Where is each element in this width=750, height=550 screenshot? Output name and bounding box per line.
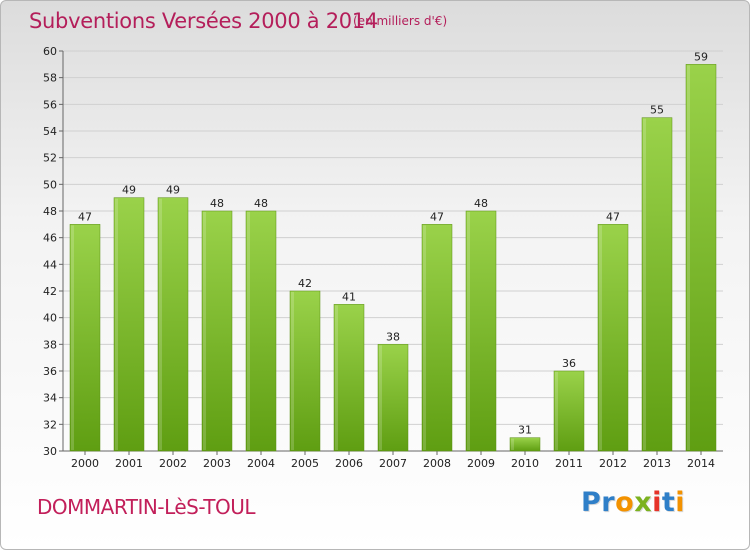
y-tick-label: 56 — [43, 98, 57, 111]
proxiti-logo[interactable]: Proxiti — [581, 487, 685, 518]
data-label: 49 — [122, 184, 136, 197]
y-tick-label: 52 — [43, 152, 57, 165]
bar-highlight — [247, 212, 250, 450]
x-tick-label: 2006 — [335, 457, 363, 470]
logo-letter: i — [652, 487, 662, 518]
bar — [289, 290, 321, 452]
data-label: 48 — [474, 197, 488, 210]
y-tick-label: 58 — [43, 72, 57, 85]
x-tick-label: 2003 — [203, 457, 231, 470]
y-tick-label: 30 — [43, 445, 57, 458]
logo-letter: r — [601, 487, 616, 518]
data-label: 38 — [386, 330, 400, 343]
data-label: 42 — [298, 277, 312, 290]
x-tick-label: 2011 — [555, 457, 583, 470]
bar-highlight — [643, 118, 646, 451]
bar-highlight — [511, 438, 514, 450]
x-tick-label: 2009 — [467, 457, 495, 470]
bar-highlight — [687, 65, 690, 450]
data-label: 47 — [430, 210, 444, 223]
x-tick-label: 2010 — [511, 457, 539, 470]
y-tick-label: 32 — [43, 418, 57, 431]
bar — [245, 210, 277, 452]
data-label: 48 — [254, 197, 268, 210]
x-tick-label: 2004 — [247, 457, 275, 470]
data-label: 36 — [562, 357, 576, 370]
data-label: 55 — [650, 104, 664, 117]
data-label: 31 — [518, 424, 532, 437]
bar — [597, 224, 629, 452]
bar — [465, 210, 497, 452]
x-tick-label: 2014 — [687, 457, 715, 470]
logo-letter: P — [581, 487, 602, 518]
y-tick-label: 34 — [43, 392, 57, 405]
y-tick-label: 40 — [43, 312, 57, 325]
x-tick-label: 2001 — [115, 457, 143, 470]
y-tick-label: 44 — [43, 258, 57, 271]
y-tick-label: 36 — [43, 365, 57, 378]
bar-highlight — [423, 225, 426, 450]
bar — [553, 370, 585, 452]
bar — [509, 437, 541, 452]
data-label: 59 — [694, 50, 708, 63]
y-tick-label: 50 — [43, 178, 57, 191]
x-tick-label: 2007 — [379, 457, 407, 470]
bar-highlight — [291, 292, 294, 450]
y-tick-label: 38 — [43, 338, 57, 351]
bar — [157, 197, 189, 452]
logo-letter: o — [615, 487, 635, 518]
bar-highlight — [599, 225, 602, 450]
data-label: 48 — [210, 197, 224, 210]
commune-name: DOMMARTIN-LèS-TOUL — [37, 495, 255, 519]
logo-letter: t — [661, 487, 676, 518]
bar — [421, 224, 453, 452]
bar-highlight — [467, 212, 470, 450]
bar-highlight — [203, 212, 206, 450]
x-tick-label: 2002 — [159, 457, 187, 470]
y-tick-label: 46 — [43, 232, 57, 245]
bar-highlight — [335, 305, 338, 450]
labels: 47 2000 49 2001 49 2002 48 2003 48 2004 42 2005 41 20… — [71, 50, 715, 470]
x-tick-label: 2005 — [291, 457, 319, 470]
y-tick-label: 54 — [43, 125, 57, 138]
bar — [685, 64, 717, 452]
bar — [113, 197, 145, 452]
bar-highlight — [379, 345, 382, 450]
bars — [69, 64, 717, 452]
bar — [69, 224, 101, 452]
data-label: 41 — [342, 290, 356, 303]
chart-subtitle: (en milliers d'€) — [353, 14, 448, 28]
data-label: 47 — [78, 210, 92, 223]
bar-highlight — [115, 198, 118, 450]
bar — [641, 117, 673, 452]
bar-highlight — [71, 225, 74, 450]
x-tick-label: 2013 — [643, 457, 671, 470]
bar — [201, 210, 233, 452]
bar — [377, 344, 409, 452]
y-tick-label: 60 — [43, 45, 57, 58]
data-label: 47 — [606, 210, 620, 223]
chart-title: Subventions Versées 2000 à 2014 — [29, 9, 378, 33]
logo-letter: i — [675, 487, 686, 518]
bar-highlight — [555, 372, 558, 450]
bar — [333, 304, 365, 452]
x-tick-label: 2008 — [423, 457, 451, 470]
bar-highlight — [159, 198, 162, 450]
x-tick-label: 2000 — [71, 457, 99, 470]
data-label: 49 — [166, 184, 180, 197]
x-tick-label: 2012 — [599, 457, 627, 470]
logo-letter: x — [634, 487, 653, 518]
y-tick-label: 42 — [43, 285, 57, 298]
y-tick-label: 48 — [43, 205, 57, 218]
